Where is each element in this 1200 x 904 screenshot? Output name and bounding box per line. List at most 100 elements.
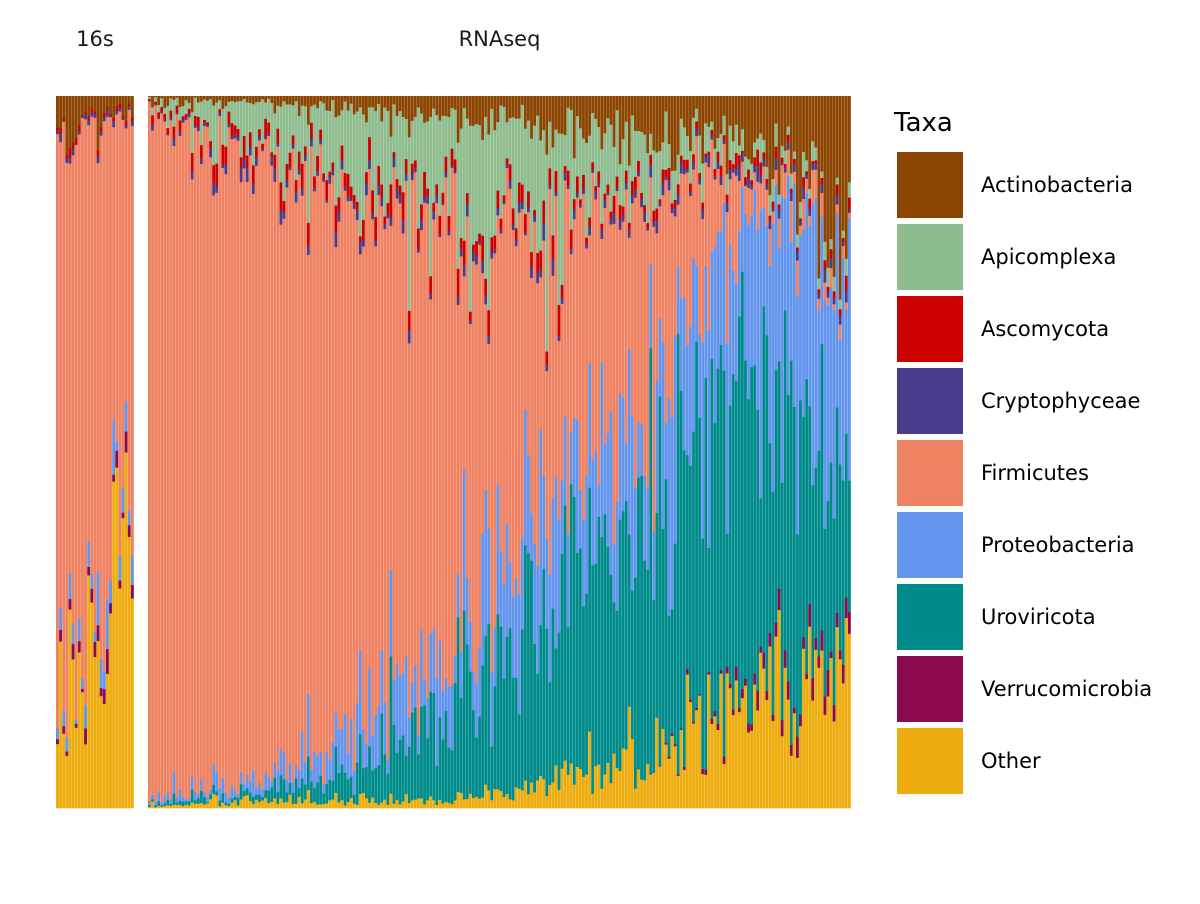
bar-segment-other [209, 799, 212, 808]
bar-segment-cryptophyceae [255, 157, 258, 166]
bar-segment-verrucomicrobia [836, 613, 839, 628]
bar-segment-apicomplexa [399, 111, 402, 186]
bar-segment-cryptophyceae [512, 225, 515, 230]
bar-segment-actinobacteria [634, 96, 637, 131]
bar-segment-actinobacteria [457, 96, 460, 143]
bar-segment-other [84, 744, 87, 808]
bar-segment-verrucomicrobia [778, 589, 781, 611]
bar-segment-apicomplexa [264, 103, 267, 120]
bar-segment-actinobacteria [570, 96, 573, 110]
bar-segment-cryptophyceae [151, 125, 154, 131]
bar-segment-cryptophyceae [689, 191, 692, 196]
bar-segment-ascomycota [665, 170, 668, 177]
bar-segment-actinobacteria [683, 96, 686, 128]
bar-segment-apicomplexa [179, 107, 182, 121]
bar-segment-proteobacteria [249, 782, 252, 794]
bar-segment-ascomycota [735, 153, 738, 169]
bar-segment-other [374, 803, 377, 808]
bar-segment-proteobacteria [209, 790, 212, 795]
bar-segment-other [444, 802, 447, 808]
bar-segment-ascomycota [674, 200, 677, 208]
bar-segment-actinobacteria [481, 96, 484, 140]
bar-segment-verrucomicrobia [808, 604, 811, 627]
bar-segment-actinobacteria [221, 96, 224, 109]
bar-segment-verrucomicrobia [125, 432, 128, 453]
bar-segment-uroviricota [848, 481, 851, 612]
sample-bar [686, 96, 689, 808]
bar-segment-apicomplexa [481, 140, 484, 236]
bar-segment-actinobacteria [90, 96, 93, 108]
sample-bar [665, 96, 668, 808]
bar-segment-apicomplexa [750, 164, 753, 181]
bar-segment-ascomycota [484, 279, 487, 297]
bar-segment-firmicutes [622, 222, 625, 398]
sample-bar [781, 96, 784, 808]
bar-segment-actinobacteria [680, 96, 683, 119]
bar-segment-other [814, 650, 817, 808]
sample-bar [689, 96, 692, 808]
bar-segment-uroviricota [237, 798, 240, 806]
bar-segment-firmicutes [564, 181, 567, 418]
bar-segment-proteobacteria [634, 488, 637, 578]
sample-bar [344, 96, 347, 808]
bar-segment-firmicutes [827, 298, 830, 306]
bar-segment-apicomplexa [209, 99, 212, 141]
bar-segment-other [799, 726, 802, 808]
bar-segment-other [582, 777, 585, 808]
bar-segment-firmicutes [839, 325, 842, 341]
bar-segment-apicomplexa [671, 171, 674, 204]
bar-segment-apicomplexa [848, 182, 851, 198]
bar-segment-apicomplexa [778, 195, 781, 205]
bar-segment-firmicutes [628, 238, 631, 350]
bar-segment-apicomplexa [768, 195, 771, 216]
bar-segment-cryptophyceae [359, 243, 362, 255]
sample-bar [744, 96, 747, 808]
bar-segment-uroviricota [665, 479, 668, 743]
bar-segment-actinobacteria [56, 96, 59, 128]
bar-segment-cryptophyceae [668, 180, 671, 191]
bar-segment-cryptophyceae [738, 164, 741, 181]
bar-segment-firmicutes [558, 341, 561, 520]
bar-segment-ascomycota [261, 144, 264, 149]
bar-segment-proteobacteria [616, 502, 619, 611]
bar-segment-cryptophyceae [643, 213, 646, 223]
sample-bar [112, 96, 115, 808]
bar-segment-apicomplexa [793, 152, 796, 160]
bar-segment-other [331, 800, 334, 809]
sample-bar [762, 96, 765, 808]
legend-item-apicomplexa: Apicomplexa [897, 224, 1116, 290]
bar-segment-cryptophyceae [561, 298, 564, 304]
bar-segment-other [344, 806, 347, 809]
sample-bar [451, 96, 454, 808]
bar-segment-cryptophyceae [128, 106, 131, 110]
sample-bar [84, 96, 87, 808]
bar-segment-other [707, 675, 710, 809]
bar-segment-ascomycota [231, 123, 234, 137]
bar-segment-ascomycota [78, 125, 81, 131]
bar-segment-actinobacteria [668, 96, 671, 144]
sample-bar [276, 96, 279, 808]
bar-segment-actinobacteria [289, 96, 292, 105]
bar-segment-ascomycota [347, 174, 350, 196]
bar-segment-apicomplexa [545, 155, 548, 352]
bar-segment-uroviricota [231, 799, 234, 803]
bar-segment-verrucomicrobia [775, 623, 778, 637]
bar-segment-apicomplexa [182, 106, 185, 116]
bar-segment-uroviricota [454, 683, 457, 801]
bar-segment-cryptophyceae [234, 133, 237, 139]
bar-segment-proteobacteria [603, 445, 606, 515]
bar-segment-proteobacteria [762, 208, 765, 307]
bar-segment-apicomplexa [634, 131, 637, 177]
bar-segment-ascomycota [191, 153, 194, 172]
bar-segment-actinobacteria [692, 96, 695, 118]
bar-segment-ascomycota [616, 177, 619, 189]
bar-segment-uroviricota [292, 793, 295, 804]
bar-segment-uroviricota [827, 501, 830, 670]
bar-segment-proteobacteria [350, 719, 353, 777]
bar-segment-proteobacteria [836, 213, 839, 407]
bar-segment-verrucomicrobia [72, 644, 75, 660]
bar-segment-proteobacteria [289, 764, 292, 784]
bar-segment-actinobacteria [231, 96, 234, 101]
bar-segment-proteobacteria [362, 730, 365, 769]
bar-segment-other [674, 746, 677, 808]
